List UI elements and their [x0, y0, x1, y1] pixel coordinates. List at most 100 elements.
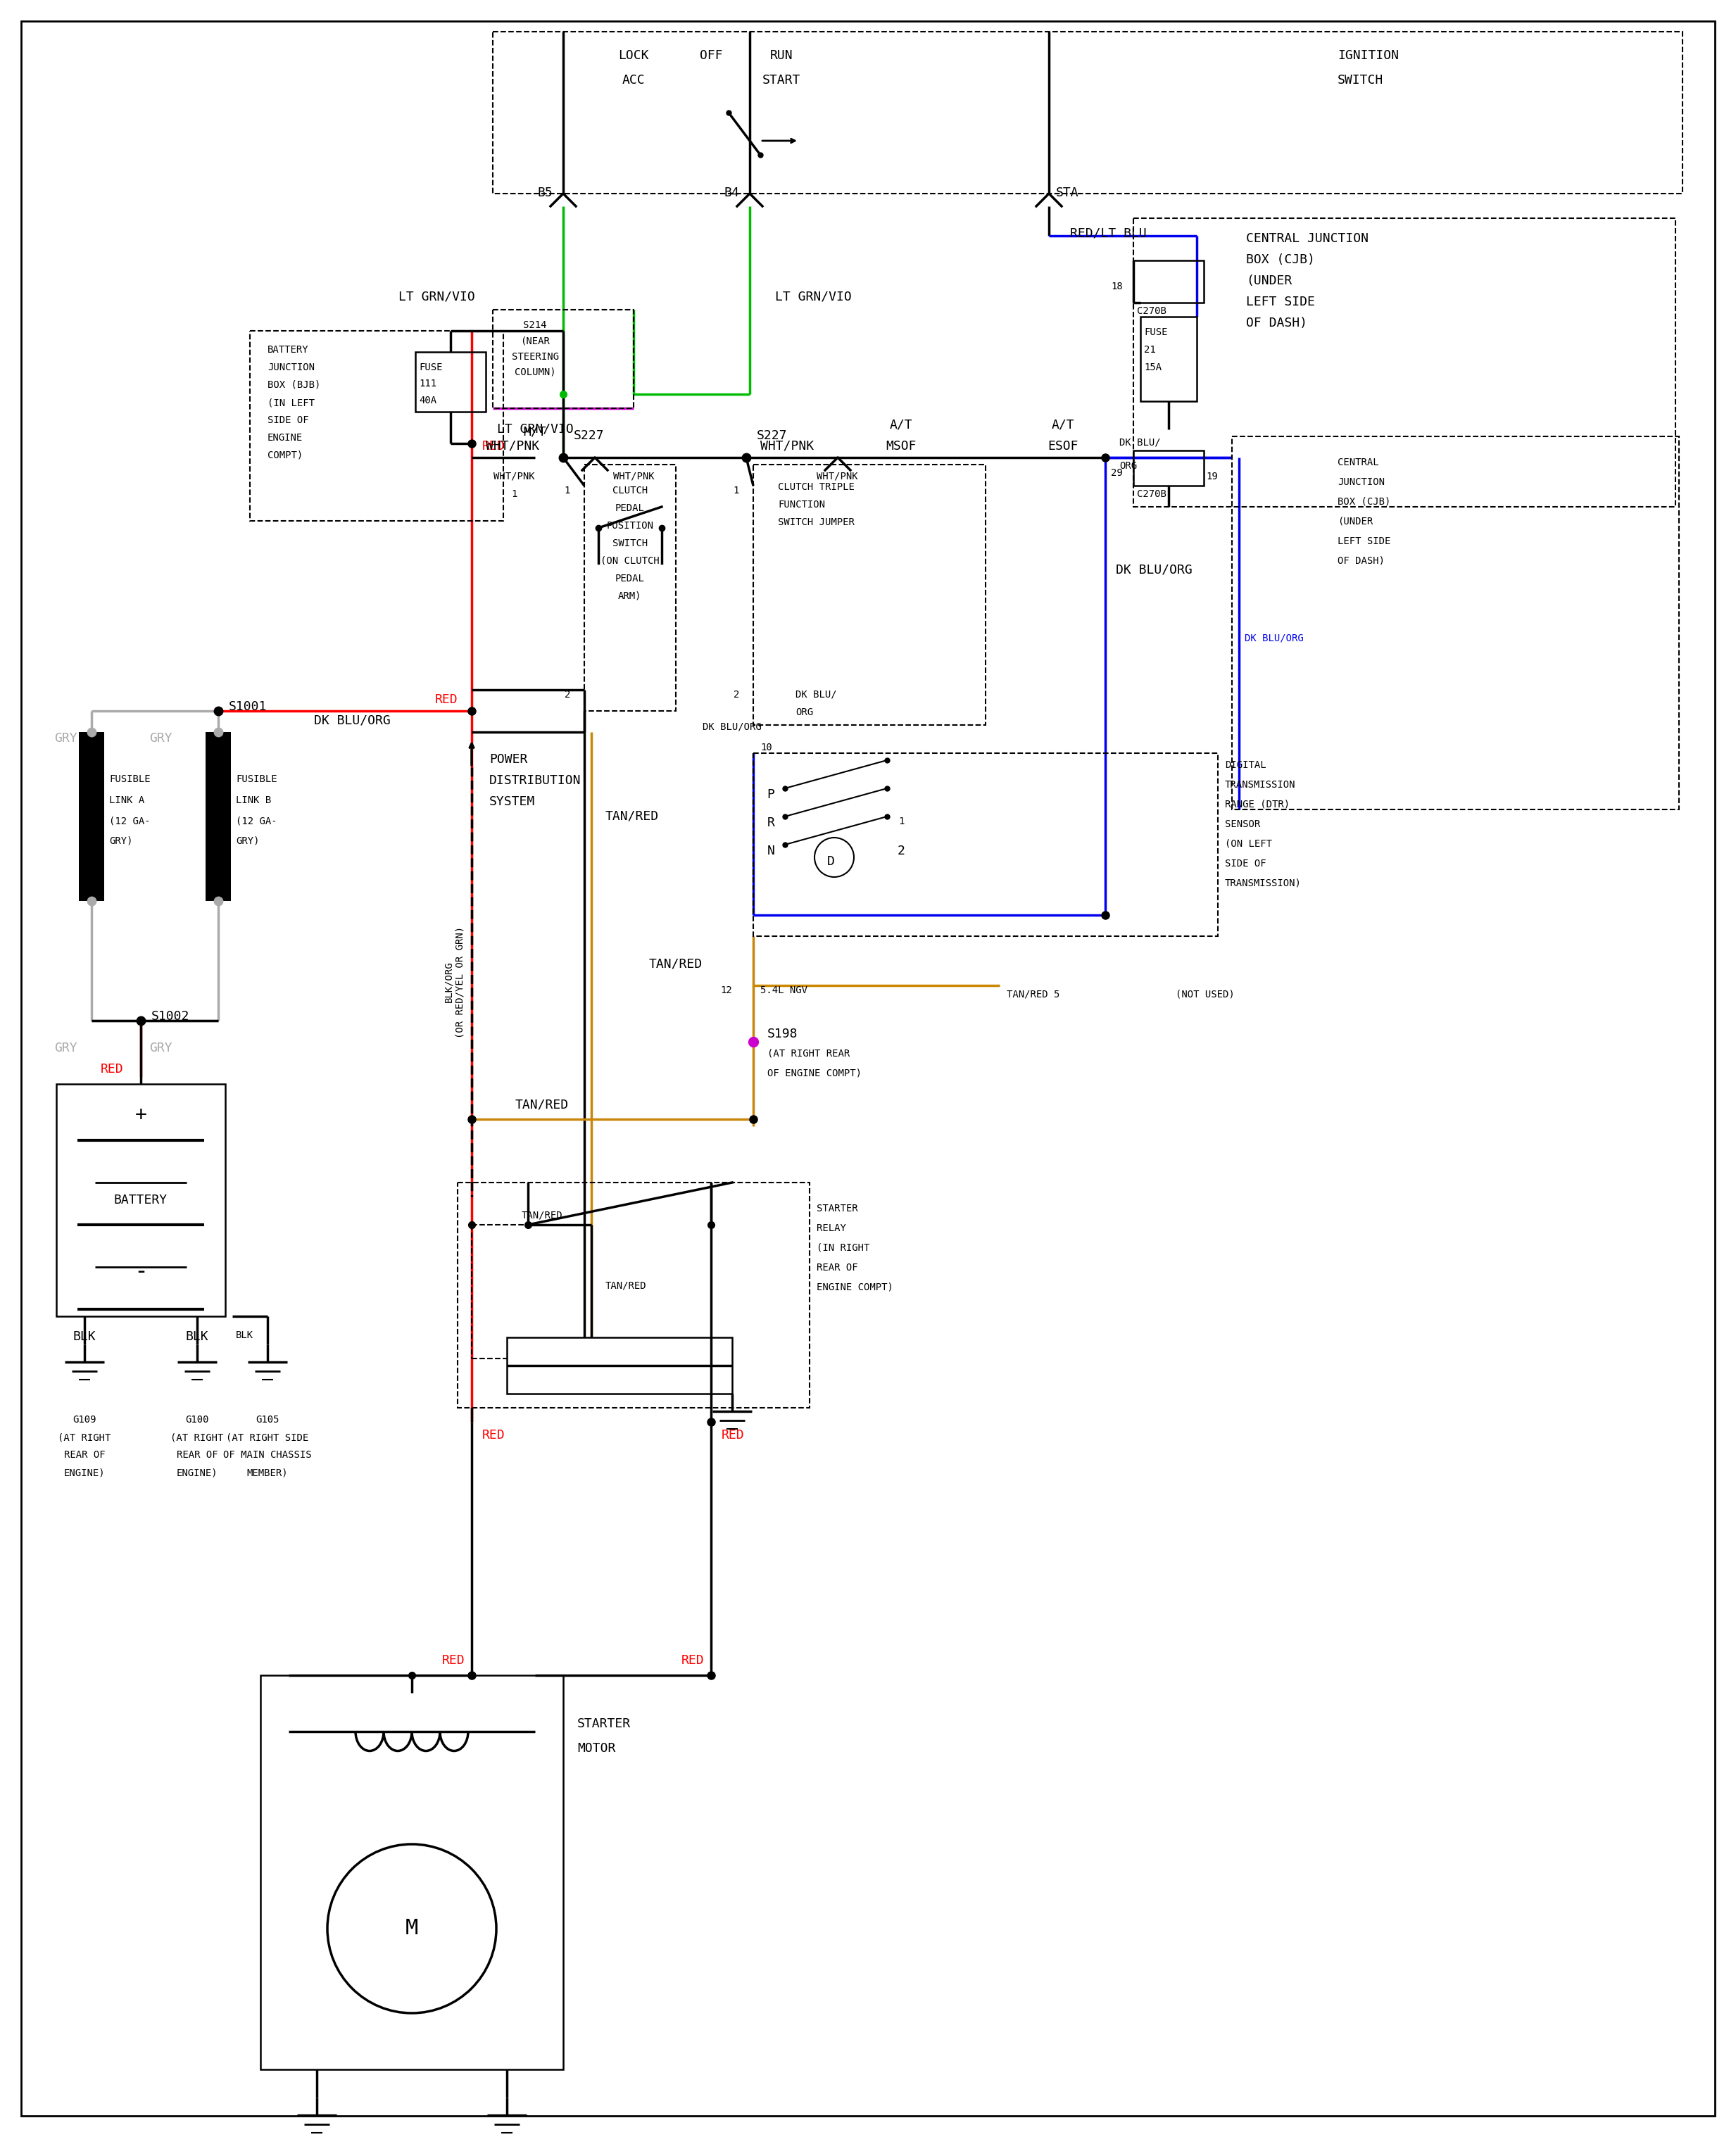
Text: G105: G105 [255, 1415, 279, 1425]
Text: 21: 21 [1144, 344, 1156, 355]
Text: (AT RIGHT SIDE: (AT RIGHT SIDE [226, 1432, 309, 1442]
Bar [493, 310, 634, 408]
Text: MSOF: MSOF [885, 440, 917, 453]
Text: RANGE (DTR): RANGE (DTR) [1226, 799, 1290, 810]
Text: 5.4L NGV: 5.4L NGV [760, 985, 807, 996]
Text: GRY: GRY [149, 733, 172, 744]
Text: ENGINE): ENGINE) [177, 1468, 217, 1477]
Text: RED/LT BLU: RED/LT BLU [1069, 227, 1146, 239]
Text: DK BLU/: DK BLU/ [795, 690, 837, 699]
Text: TAN/RED: TAN/RED [606, 1280, 648, 1291]
Text: LT GRN/VIO: LT GRN/VIO [398, 291, 474, 303]
Text: (NOT USED): (NOT USED) [1175, 989, 1234, 998]
Text: FUSIBLE: FUSIBLE [236, 774, 278, 784]
Bar [78, 733, 104, 902]
Text: JUNCTION: JUNCTION [1337, 477, 1385, 487]
Text: (AT RIGHT: (AT RIGHT [170, 1432, 224, 1442]
Text: OF DASH): OF DASH) [1337, 556, 1385, 566]
Text: COMPT): COMPT) [267, 451, 302, 459]
Text: RUN: RUN [771, 49, 793, 62]
Text: DISTRIBUTION: DISTRIBUTION [490, 774, 582, 786]
Text: B5: B5 [538, 186, 552, 199]
Text: DK BLU/ORG: DK BLU/ORG [314, 714, 391, 727]
Text: LINK B: LINK B [236, 795, 271, 806]
Text: BOX (CJB): BOX (CJB) [1246, 254, 1314, 267]
Text: TAN/RED: TAN/RED [521, 1212, 562, 1220]
Text: G100: G100 [186, 1415, 208, 1425]
Text: 29: 29 [1111, 468, 1123, 479]
Text: STARTER: STARTER [578, 1718, 630, 1731]
Text: RED: RED [483, 1430, 505, 1442]
Text: CENTRAL: CENTRAL [1337, 457, 1378, 468]
Text: S227: S227 [757, 430, 788, 442]
Text: DIGITAL: DIGITAL [1226, 761, 1266, 769]
Text: WHT/PNK: WHT/PNK [760, 440, 814, 453]
Text: (NEAR: (NEAR [521, 336, 550, 346]
Bar [415, 353, 486, 412]
Text: START: START [762, 75, 800, 88]
Text: 111: 111 [418, 378, 436, 389]
Bar [1134, 451, 1203, 485]
Text: REAR OF: REAR OF [816, 1263, 858, 1274]
Text: R: R [767, 816, 774, 829]
Bar [1134, 218, 1675, 506]
Bar [1134, 261, 1203, 303]
Text: BOX (BJB): BOX (BJB) [267, 380, 321, 389]
Text: SWITCH: SWITCH [613, 539, 648, 549]
Text: BATTERY: BATTERY [267, 344, 309, 355]
Text: D: D [826, 855, 835, 868]
Text: LT GRN/VIO: LT GRN/VIO [496, 423, 573, 436]
Text: OF MAIN CHASSIS: OF MAIN CHASSIS [224, 1451, 312, 1460]
Text: LEFT SIDE: LEFT SIDE [1246, 295, 1314, 308]
Text: FUSIBLE: FUSIBLE [109, 774, 151, 784]
Text: A/T: A/T [1052, 419, 1075, 432]
Text: BLK: BLK [186, 1331, 208, 1342]
Text: PEDAL: PEDAL [615, 573, 644, 583]
Text: C270B: C270B [1137, 489, 1167, 500]
Text: BOX (CJB): BOX (CJB) [1337, 498, 1391, 506]
Text: CLUTCH TRIPLE: CLUTCH TRIPLE [778, 483, 854, 492]
Text: WHT/PNK: WHT/PNK [613, 472, 654, 481]
Text: GRY: GRY [54, 1041, 78, 1054]
Text: P: P [767, 789, 774, 801]
Text: BLK: BLK [73, 1331, 95, 1342]
Bar [1233, 436, 1679, 810]
Text: (ON LEFT: (ON LEFT [1226, 840, 1272, 848]
Text: (UNDER: (UNDER [1337, 517, 1373, 526]
Bar [1141, 316, 1196, 402]
Text: IGNITION: IGNITION [1337, 49, 1399, 62]
Text: OF ENGINE COMPT): OF ENGINE COMPT) [767, 1068, 861, 1079]
Text: ARM): ARM) [618, 592, 642, 600]
Text: 18: 18 [1111, 282, 1123, 291]
Bar [753, 464, 986, 724]
Text: MEMBER): MEMBER) [247, 1468, 288, 1477]
Text: JUNCTION: JUNCTION [267, 363, 314, 372]
Text: WHT/PNK: WHT/PNK [816, 472, 858, 481]
Text: ENGINE): ENGINE) [64, 1468, 106, 1477]
Text: LOCK: LOCK [618, 49, 649, 62]
Text: (UNDER: (UNDER [1246, 274, 1292, 286]
Text: GRY: GRY [54, 733, 78, 744]
Text: STA: STA [1055, 186, 1080, 199]
Text: C270B: C270B [1137, 306, 1167, 316]
Text: TAN/RED: TAN/RED [649, 957, 703, 970]
Text: (ON CLUTCH: (ON CLUTCH [601, 556, 660, 566]
Text: RED: RED [681, 1654, 705, 1667]
Text: BLK: BLK [236, 1331, 253, 1340]
Text: 1: 1 [733, 485, 740, 496]
Text: TAN/RED: TAN/RED [606, 810, 660, 823]
Text: BLK/ORG
(OR RED/YEL OR GRN): BLK/ORG (OR RED/YEL OR GRN) [443, 925, 465, 1039]
Text: S227: S227 [573, 430, 604, 442]
Text: S1002: S1002 [151, 1011, 189, 1024]
Text: TAN/RED 5: TAN/RED 5 [1007, 989, 1059, 998]
Text: G109: G109 [73, 1415, 95, 1425]
Text: REAR OF: REAR OF [177, 1451, 217, 1460]
Text: STARTER: STARTER [816, 1203, 858, 1214]
Bar [205, 733, 231, 902]
Text: FUSE: FUSE [418, 363, 443, 372]
Text: SENSOR: SENSOR [1226, 818, 1260, 829]
Bar [585, 464, 675, 712]
Text: OFF: OFF [700, 49, 722, 62]
Text: (AT RIGHT: (AT RIGHT [57, 1432, 111, 1442]
Bar [493, 32, 1682, 194]
